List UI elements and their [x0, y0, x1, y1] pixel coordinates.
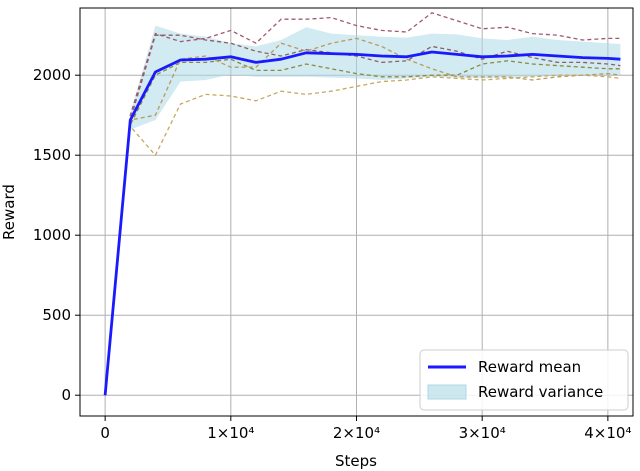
y-tick-label: 2000: [33, 66, 71, 84]
y-axis-label: Reward: [0, 184, 18, 240]
y-tick-label: 1500: [33, 146, 71, 164]
y-tick-label: 1000: [33, 226, 71, 244]
run-line: [104, 34, 621, 396]
legend-mean-label: Reward mean: [478, 358, 581, 376]
x-tick-label: 4×10⁴: [584, 424, 631, 442]
legend-variance-swatch: [427, 384, 467, 400]
x-axis-label: Steps: [335, 452, 377, 470]
x-tick-label: 1×10⁴: [207, 424, 254, 442]
y-tick-label: 0: [61, 386, 71, 404]
legend-box: [419, 349, 629, 411]
run-line: [104, 37, 621, 396]
run-line: [104, 74, 621, 396]
x-tick-label: 3×10⁴: [459, 424, 506, 442]
run-line: [104, 58, 621, 396]
y-tick-label: 500: [42, 306, 71, 324]
x-tick-label: 0: [100, 424, 110, 442]
variance-band: [105, 25, 621, 396]
variance-area: [105, 25, 621, 396]
mean-line-group: [103, 50, 621, 396]
y-axis-ticks: 0 500 1000 1500 2000: [33, 66, 80, 404]
x-axis-ticks: 0 1×10⁴ 2×10⁴ 3×10⁴ 4×10⁴: [100, 416, 631, 442]
mean-line: [103, 50, 621, 396]
legend: Reward mean Reward variance: [419, 349, 629, 411]
x-tick-label: 2×10⁴: [333, 424, 380, 442]
legend-variance-label: Reward variance: [478, 383, 603, 401]
run-lines: [104, 12, 621, 396]
run-line: [104, 12, 621, 396]
